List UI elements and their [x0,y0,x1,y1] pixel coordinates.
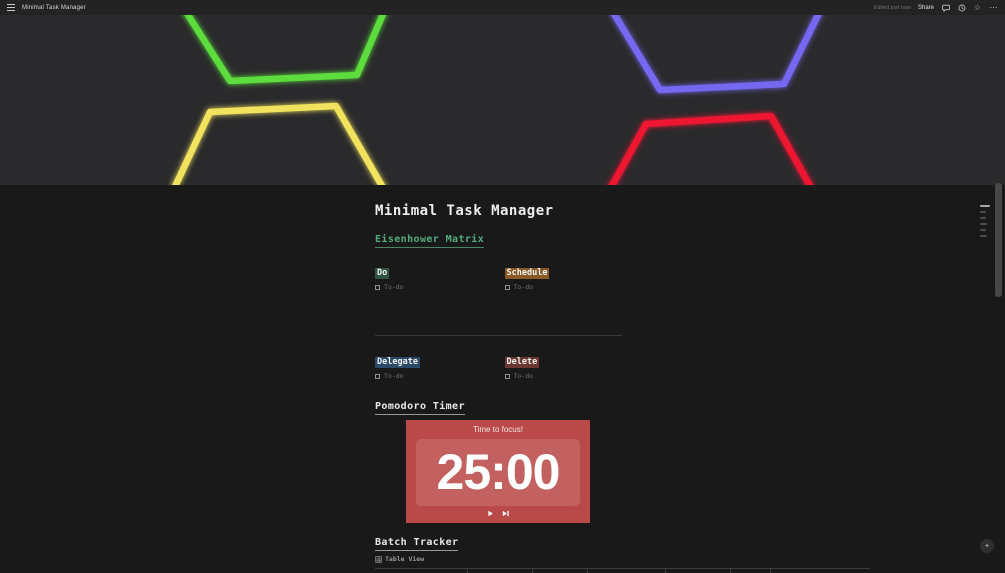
quadrant-schedule-label[interactable]: Schedule [504,267,550,280]
table-view-tab[interactable]: Table View [375,556,424,563]
eisenhower-matrix-heading[interactable]: Eisenhower Matrix [375,233,485,248]
yellow-hexagon [172,102,386,185]
todo-label[interactable]: To-do [513,372,534,381]
todo-item[interactable]: To-do [504,283,623,292]
timer-status-message: Time to focus! [473,424,523,434]
topbar-page-title: Minimal Task Manager [22,4,86,11]
play-button[interactable] [487,510,495,518]
timer-controls [406,510,590,518]
page-cover-image [0,15,1005,185]
todo-label[interactable]: To-do [384,283,404,292]
quadrant-delegate-label[interactable]: Delegate [375,356,420,369]
timer-display-card: 25:00 [416,438,580,506]
page-content: Minimal Task Manager Eisenhower Matrix D… [375,185,870,573]
red-hexagon [608,112,814,185]
table-view-tab-label: Table View [385,554,425,563]
todo-label[interactable]: To-do [384,372,404,381]
table-grid-icon [375,555,382,563]
updates-clock-icon[interactable] [957,3,966,12]
quadrant-do-label[interactable]: Do [375,267,390,280]
pomodoro-timer-widget: Time to focus! 25:00 [406,419,590,523]
todo-checkbox[interactable] [504,374,510,380]
todo-checkbox[interactable] [375,285,380,291]
todo-label[interactable]: To-do [513,283,534,292]
help-button[interactable]: ✦ [980,539,994,553]
edited-timestamp: Edited just now [873,4,911,11]
todo-item[interactable]: To-do [375,373,493,380]
green-hexagon [184,15,387,85]
sparkle-icon: ✦ [984,541,990,550]
table-top-border [375,567,870,569]
matrix-row-urgent: Do To-do Schedule To-do [375,260,622,335]
top-bar: Minimal Task Manager Edited just now Sha… [0,0,1005,15]
todo-item[interactable]: To-do [504,372,623,381]
todo-item[interactable]: To-do [375,284,493,291]
more-ellipsis-icon[interactable]: ⋯ [989,2,998,12]
pomodoro-timer-heading[interactable]: Pomodoro Timer [375,400,465,415]
batch-table-header[interactable] [375,567,870,573]
todo-checkbox[interactable] [375,374,380,380]
sidebar-menu-icon[interactable] [7,4,15,11]
page-title[interactable]: Minimal Task Manager [375,203,554,219]
todo-checkbox[interactable] [504,285,510,291]
skip-forward-button[interactable] [502,510,510,518]
share-button[interactable]: Share [917,4,934,11]
timer-countdown: 25:00 [436,444,561,500]
quadrant-delete: Delete To-do [504,349,623,381]
quadrant-schedule: Schedule To-do [504,260,623,335]
quadrant-do: Do To-do [375,260,493,335]
neon-hexagons-graphic [172,15,822,185]
matrix-row-not-urgent: Delegate To-do Delete To-do [375,349,622,379]
quadrant-delete-label[interactable]: Delete [504,356,540,369]
batch-tracker-heading[interactable]: Batch Tracker [375,536,459,551]
comment-icon[interactable] [941,3,950,12]
quadrant-delegate: Delegate To-do [375,349,493,380]
matrix-divider [375,334,622,336]
vertical-scrollbar-thumb[interactable] [995,183,1002,297]
purple-hexagon [611,15,822,94]
favorite-star-icon[interactable]: ☆ [973,2,982,12]
table-of-contents-indicator[interactable] [980,205,990,237]
